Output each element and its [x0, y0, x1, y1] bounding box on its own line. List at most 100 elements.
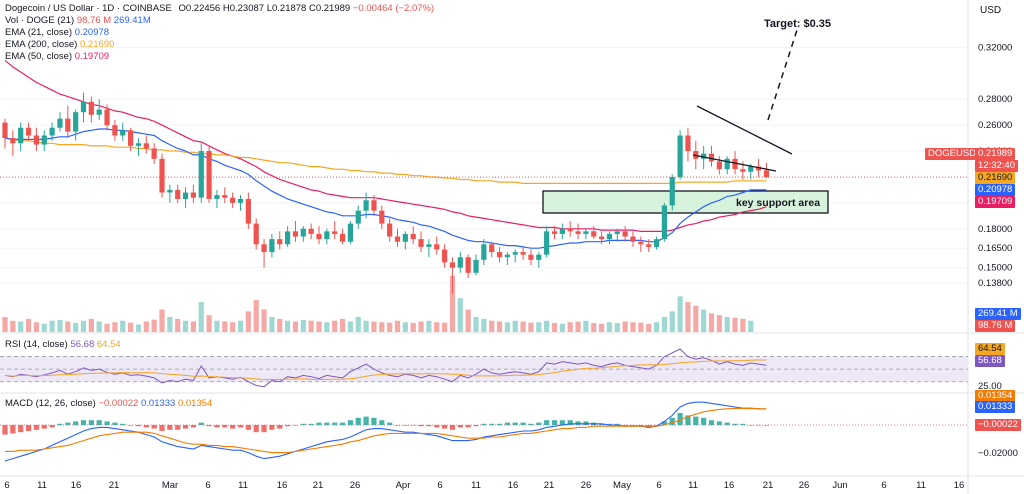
volume-bar [206, 315, 212, 332]
time-tick-label: Jun [832, 480, 847, 491]
candle-body [33, 135, 39, 145]
ema200-line [4, 137, 767, 184]
volume-bar [418, 321, 424, 332]
macd-histogram-bar [151, 425, 157, 429]
volume-bar [363, 320, 369, 332]
candle-body [57, 118, 63, 128]
macd-tag-b: 0.01333 [975, 401, 1016, 413]
candle-body [25, 127, 32, 136]
target-projection-line [767, 29, 798, 121]
volume-bar [426, 320, 432, 332]
candle-body [528, 254, 534, 260]
candle-body [379, 210, 385, 224]
macd-histogram-bar [135, 425, 142, 427]
time-tick-label: 11 [37, 480, 47, 491]
macd-histogram-bar [763, 425, 770, 426]
candle-body [222, 195, 228, 198]
macd-histogram-bar [756, 425, 762, 426]
candle-body [96, 109, 102, 115]
volume-bar [449, 275, 456, 332]
legend-rsi: RSI (14, close) 56.68 64.54 [5, 339, 121, 351]
macd-histogram-bar [324, 422, 330, 425]
candle-body [614, 231, 620, 234]
macd-histogram-bar [724, 422, 730, 425]
candle-body [175, 189, 181, 199]
candle-body [716, 161, 722, 170]
price-tick-label: 0.16500 [978, 243, 1012, 254]
ohlc-open: O0.22456 [178, 3, 221, 14]
currency-label: USD [980, 5, 1002, 16]
time-tick-label: 11 [688, 480, 698, 491]
macd-histogram-bar [410, 425, 416, 426]
candle-body [512, 252, 518, 255]
candle-body [536, 254, 542, 260]
candle-body [449, 262, 456, 268]
candle-body [496, 252, 503, 258]
volume-bar [175, 318, 181, 332]
volume-bar [73, 323, 79, 332]
macd-histogram-bar [622, 425, 628, 426]
time-tick-label: 16 [724, 480, 735, 491]
macd-histogram-bar [214, 425, 220, 428]
macd-histogram-bar [653, 425, 660, 426]
candle-body [387, 223, 393, 237]
macd-histogram-bar [332, 422, 338, 425]
macd-tag-d: −0.02000 [978, 448, 1018, 459]
candle-body [426, 244, 432, 247]
candle-body [112, 125, 118, 136]
vol-avg-tag: 269.41 M [975, 308, 1021, 320]
time-tick-label: 26 [350, 480, 361, 491]
macd-histogram-bar [512, 422, 518, 425]
volume-bar [285, 320, 291, 332]
macd-histogram-bar [693, 416, 699, 425]
macd-histogram-bar [559, 420, 565, 425]
macd-histogram-bar [222, 425, 228, 428]
ema200-tag: 0.21690 [975, 172, 1016, 184]
candle-body [261, 244, 267, 253]
volume-bar [402, 322, 408, 332]
volume-bar [135, 324, 142, 332]
time-tick-label: 21 [544, 480, 555, 491]
volume-bar [708, 313, 715, 332]
volume-bar [614, 323, 620, 332]
macd-histogram-bar [128, 425, 134, 426]
candle-body [701, 153, 707, 159]
candle-body [606, 233, 613, 240]
volume-bar [716, 315, 722, 332]
candle-body [339, 233, 346, 242]
macd-histogram-bar [520, 422, 526, 425]
ohlc-high: H0.23087 [222, 3, 265, 14]
volume-bar [57, 320, 63, 332]
macd-histogram-bar [708, 420, 715, 425]
candle-body [599, 236, 605, 240]
macd-histogram-bar [41, 425, 47, 429]
candle-body [65, 118, 71, 132]
candle-body [347, 223, 353, 242]
candle-body [10, 138, 16, 144]
volume-bar [245, 311, 251, 332]
time-tick-label: 6 [656, 480, 661, 491]
ema50-tag: 0.19709 [975, 196, 1016, 208]
price-tick-label: 0.18000 [978, 224, 1012, 235]
macd-label: MACD (12, 26, close) [5, 398, 96, 409]
volume-bar [496, 321, 503, 332]
symbol-tag: DOGEUSD [925, 148, 980, 160]
volume-bar [685, 302, 691, 332]
candle-body [128, 130, 134, 146]
macd-value-3: 0.01354 [177, 398, 213, 409]
macd-histogram-bar [261, 425, 267, 433]
volume-bar [300, 320, 306, 332]
candle-body [583, 231, 589, 234]
volume-bar [410, 323, 416, 332]
candle-body [80, 101, 87, 113]
macd-histogram-bar [544, 420, 550, 425]
candle-body [638, 241, 644, 245]
macd-histogram-bar [496, 423, 503, 425]
macd-histogram-bar [339, 422, 346, 425]
volume-bar [33, 322, 39, 332]
candle-body [41, 135, 47, 145]
macd-histogram-bar [2, 425, 8, 435]
macd-histogram-bar [316, 422, 322, 425]
candle-body [159, 158, 165, 193]
